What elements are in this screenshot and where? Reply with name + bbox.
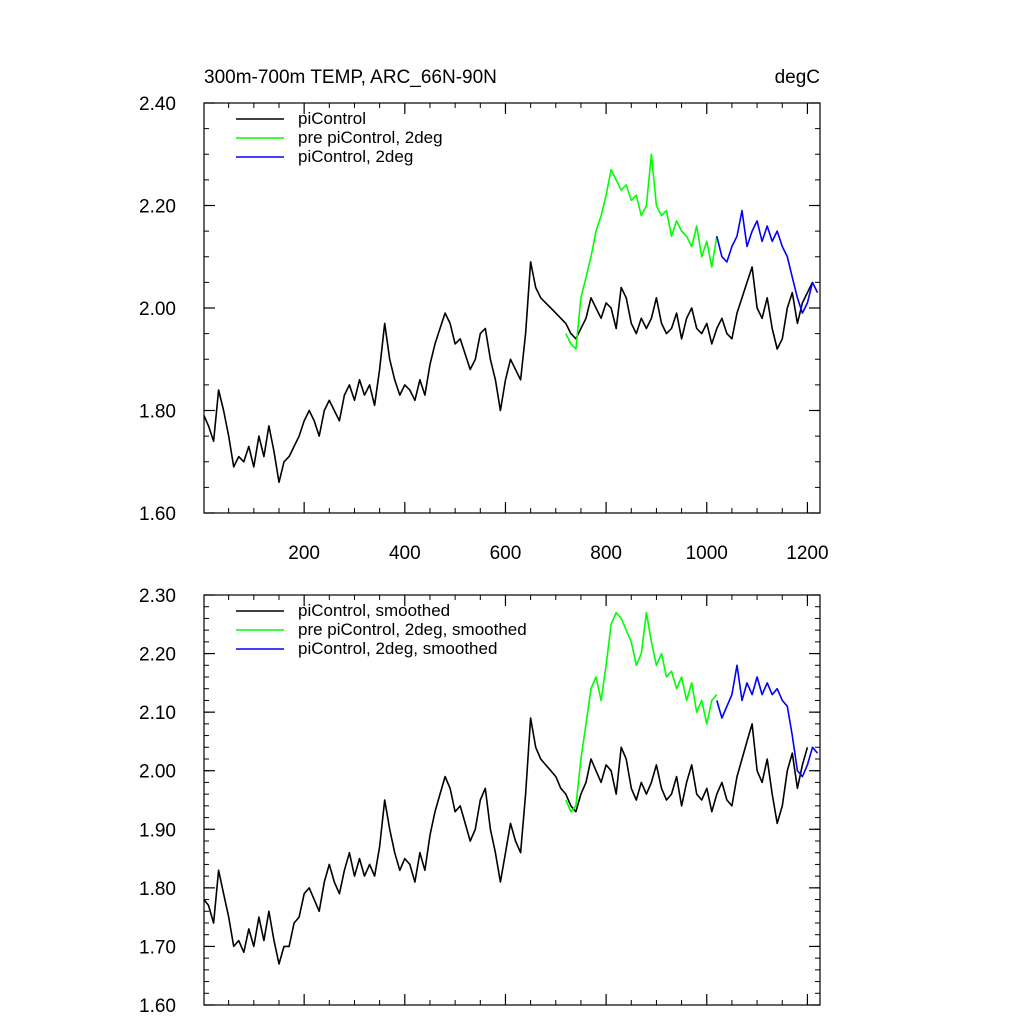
y-tick-label: 1.60	[139, 504, 176, 525]
y-tick-label: 1.60	[139, 996, 176, 1017]
legend-entry: piControl	[298, 109, 366, 128]
y-tick-label: 2.00	[139, 299, 176, 320]
chart-title: 300m-700m TEMP, ARC_66N-90N	[204, 67, 497, 88]
units-label: degC	[775, 67, 820, 88]
y-tick-label: 2.40	[139, 94, 176, 115]
y-tick-label: 1.70	[139, 937, 176, 958]
x-tick-label: 1200	[786, 543, 828, 564]
axis-ticks: 1.60 1.70 1.80 1.90 2.00 2.10 2.20 2.30	[139, 586, 820, 1017]
y-tick-label: 2.20	[139, 645, 176, 666]
plot-frame	[203, 102, 821, 514]
bottom-chart: 1.60 1.70 1.80 1.90 2.00 2.10 2.20 2.30 piContr…	[139, 586, 821, 1017]
x-tick-label: 400	[389, 543, 421, 564]
plot-frame	[203, 594, 821, 1006]
series-group	[203, 153, 819, 484]
x-tick-label: 1000	[686, 543, 728, 564]
series-line-2	[716, 209, 819, 314]
series-line-2	[716, 664, 819, 778]
legend-entry: piControl, smoothed	[298, 601, 450, 620]
y-tick-label: 1.90	[139, 820, 176, 841]
x-tick-label: 600	[490, 543, 522, 564]
series-line-1	[565, 611, 718, 813]
y-tick-label: 2.20	[139, 197, 176, 218]
legend-entry: piControl, 2deg, smoothed	[298, 639, 497, 658]
series-line-1	[565, 153, 718, 350]
top-chart: 300m-700m TEMP, ARC_66N-90N degC 1.60 1.8…	[139, 67, 829, 564]
legend-entry: pre piControl, 2deg, smoothed	[298, 620, 527, 639]
series-line-0	[203, 717, 809, 965]
y-tick-label: 2.00	[139, 762, 176, 783]
axis-ticks: 1.60 1.80 2.00 2.20 2.40 200 400 600 800 1000 1200	[139, 94, 829, 564]
series-group	[203, 611, 819, 965]
y-tick-label: 1.80	[139, 879, 176, 900]
x-tick-label: 200	[288, 543, 320, 564]
y-tick-label: 2.10	[139, 703, 176, 724]
legend-entry: pre piControl, 2deg	[298, 128, 443, 147]
series-line-0	[203, 261, 814, 484]
legend-entry: piControl, 2deg	[298, 147, 413, 166]
y-tick-label: 2.30	[139, 586, 176, 607]
y-tick-label: 1.80	[139, 402, 176, 423]
x-tick-label: 800	[590, 543, 622, 564]
